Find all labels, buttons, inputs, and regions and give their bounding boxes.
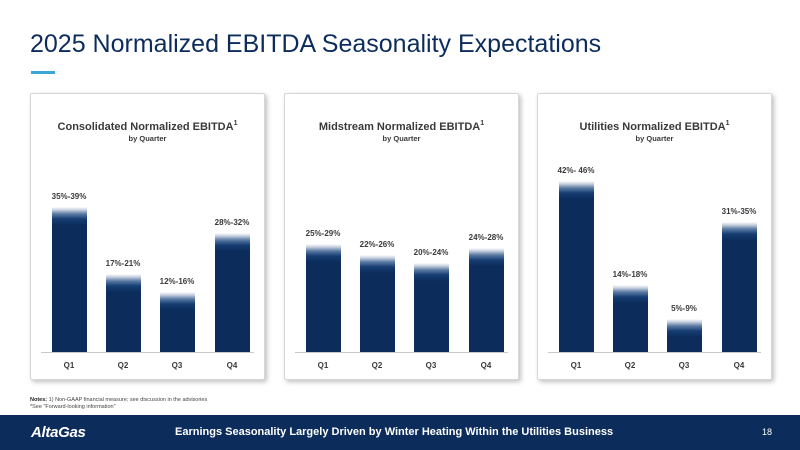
x-tick-label: Q4 <box>226 361 238 370</box>
bar-value-label: 35%-39% <box>51 191 87 201</box>
bar-value-label: 22%-26% <box>359 240 395 250</box>
bar-q4 <box>468 247 504 352</box>
title-underline <box>31 71 55 74</box>
chart-title: Midstream Normalized EBITDA1 <box>318 120 485 133</box>
bar-q3 <box>413 262 449 352</box>
midstream-chart-panel: Midstream Normalized EBITDA1 by Quarter … <box>284 93 519 380</box>
consolidated-chart-panel: Consolidated Normalized EBITDA1 by Quart… <box>30 93 265 380</box>
utilities-chart-panel: Utilities Normalized EBITDA1 by Quarter … <box>537 93 772 380</box>
bar-q2 <box>359 255 395 352</box>
page-title: 2025 Normalized EBITDA Seasonality Expec… <box>30 30 602 58</box>
chart-subtitle: by Quarter <box>128 134 167 143</box>
notes-label: Notes: <box>30 397 48 403</box>
bar-value-label: 20%-24% <box>413 247 449 257</box>
chart-subtitle: by Quarter <box>635 134 674 143</box>
x-tick-label: Q1 <box>317 361 329 370</box>
x-tick-label: Q2 <box>117 361 129 370</box>
page-number: 18 <box>761 427 772 437</box>
altagas-logo: AltaGas <box>31 424 86 441</box>
x-axis-line <box>41 352 254 353</box>
notes-line-2: *See "Forward-looking information" <box>30 404 116 410</box>
bar-value-label: 5%-9% <box>671 303 697 313</box>
chart-title: Consolidated Normalized EBITDA1 <box>57 120 238 133</box>
bar-value-label: 17%-21% <box>105 258 141 268</box>
x-axis-line <box>295 352 508 353</box>
bar-q3 <box>666 318 702 352</box>
notes-line-1: 1) Non-GAAP financial measure; see discu… <box>48 397 208 403</box>
bar-q1 <box>51 206 87 352</box>
bar-value-label: 25%-29% <box>305 229 341 239</box>
bar-value-label: 31%-35% <box>721 206 757 216</box>
bar-value-label: 14%-18% <box>612 270 648 280</box>
x-axis-line <box>548 352 761 353</box>
x-tick-label: Q2 <box>371 361 383 370</box>
bar-value-label: 24%-28% <box>468 232 504 242</box>
bar-q2 <box>105 273 141 352</box>
x-tick-label: Q3 <box>678 361 690 370</box>
bar-value-label: 28%-32% <box>214 217 250 227</box>
bar-value-label: 12%-16% <box>159 277 195 287</box>
x-tick-label: Q1 <box>570 361 582 370</box>
bar-q1 <box>305 244 341 352</box>
x-tick-label: Q4 <box>480 361 492 370</box>
x-tick-label: Q3 <box>425 361 437 370</box>
bar-q1 <box>558 180 594 352</box>
footer-message: Earnings Seasonality Largely Driven by W… <box>175 426 614 438</box>
bar-q2 <box>612 285 648 352</box>
bar-value-label: 42%- 46% <box>557 165 595 175</box>
bar-q3 <box>159 292 195 352</box>
footnotes: Notes: 1) Non-GAAP financial measure; se… <box>30 397 207 411</box>
bar-q4 <box>721 221 757 352</box>
x-tick-label: Q1 <box>63 361 75 370</box>
x-tick-label: Q4 <box>733 361 745 370</box>
bar-q4 <box>214 232 250 352</box>
footer-bar <box>0 415 800 450</box>
x-tick-label: Q2 <box>624 361 636 370</box>
x-tick-label: Q3 <box>171 361 183 370</box>
chart-title: Utilities Normalized EBITDA1 <box>579 120 730 133</box>
chart-subtitle: by Quarter <box>382 134 421 143</box>
